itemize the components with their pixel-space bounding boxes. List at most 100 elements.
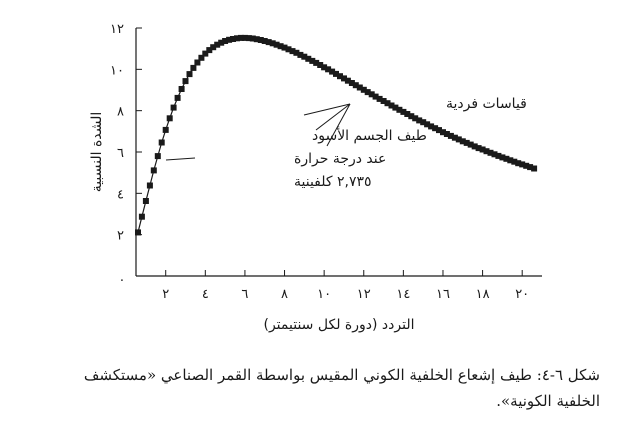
data-point: [261, 38, 268, 44]
data-point: [309, 57, 316, 64]
data-point: [483, 148, 490, 155]
data-point: [432, 125, 439, 132]
data-point: [388, 102, 395, 109]
data-point: [317, 62, 324, 68]
data-point: [408, 113, 415, 120]
data-point: [447, 132, 454, 139]
data-point: [392, 104, 399, 111]
data-point: [285, 46, 292, 53]
x-tick-label: ١٤: [396, 287, 410, 302]
chart: . ٢ ٤ ٦ ٨ ١٠ ١٢ ٢ ٤ ٦ ٨ ١٠ ١٢ ١٤ ١٦ ١٨ ٢٠ الشدة النسبية…: [89, 22, 542, 333]
data-point: [412, 115, 419, 122]
data-point: [198, 54, 205, 61]
annotation-blackbody: طيف الجسم الأسود عند درجة حرارة ٢,٧٣٥ كل…: [165, 126, 427, 190]
y-tick-label: ٢: [117, 229, 124, 244]
data-point: [364, 89, 371, 96]
data-point: [214, 41, 221, 48]
data-point: [234, 35, 240, 42]
blackbody-leader: [165, 157, 196, 161]
data-point: [531, 165, 538, 172]
data-point: [253, 36, 260, 43]
caption-line-2: الخلفية الكونية».: [496, 392, 600, 410]
data-point: [190, 64, 197, 71]
data-point: [158, 139, 165, 146]
data-point: [380, 98, 387, 104]
data-point: [218, 39, 225, 46]
y-tick-label: ٤: [117, 187, 124, 202]
data-point: [479, 146, 486, 153]
data-point: [281, 44, 288, 51]
data-point: [222, 38, 229, 44]
data-point: [400, 108, 407, 115]
x-ticks: ٢ ٤ ٦ ٨ ١٠ ١٢ ١٤ ١٦ ١٨ ٢٠: [162, 270, 529, 302]
data-point: [491, 151, 498, 158]
caption-line-1: شكل ٦-٤: طيف إشعاع الخلفية الكوني المقيس…: [83, 366, 600, 384]
data-point: [519, 161, 526, 168]
x-tick-label: ١٨: [476, 287, 490, 302]
x-tick-label: ٢: [162, 287, 169, 302]
data-point: [182, 78, 189, 85]
data-point: [241, 34, 248, 41]
data-point: [301, 53, 308, 60]
measurement-points: [135, 34, 538, 236]
data-point: [344, 77, 351, 84]
data-point: [416, 117, 423, 124]
x-tick-label: ٢٠: [515, 287, 529, 302]
data-point: [348, 80, 355, 86]
data-point: [424, 121, 431, 128]
x-tick-label: ١٢: [357, 287, 371, 302]
data-point: [206, 47, 213, 54]
data-point: [245, 35, 252, 42]
data-point: [440, 129, 446, 136]
x-tick-label: ٤: [202, 287, 209, 302]
data-point: [238, 34, 244, 41]
y-ticks: . ٢ ٤ ٦ ٨ ١٠ ١٢: [110, 22, 142, 285]
data-point: [511, 158, 518, 165]
data-point: [337, 73, 343, 80]
data-point: [202, 50, 209, 57]
plot-area: . ٢ ٤ ٦ ٨ ١٠ ١٢ ٢ ٤ ٦ ٨ ١٠ ١٢ ١٤ ١٦ ١٨ ٢٠: [110, 22, 542, 302]
x-tick-label: ١٦: [436, 287, 450, 302]
measurements-label: قياسات فردية: [446, 96, 527, 112]
data-point: [154, 153, 161, 160]
data-point: [162, 126, 169, 133]
data-point: [178, 86, 185, 92]
data-point: [463, 139, 470, 146]
data-point: [487, 149, 494, 156]
data-point: [186, 71, 193, 78]
data-point: [455, 136, 462, 143]
data-point: [527, 164, 534, 171]
blackbody-label-1: طيف الجسم الأسود: [312, 126, 427, 144]
data-point: [329, 68, 336, 75]
x-tick-label: ٦: [241, 287, 248, 302]
data-point: [230, 36, 236, 42]
x-axis-title: التردد (دورة لكل سنتيمتر): [264, 317, 415, 333]
data-point: [404, 111, 411, 117]
data-point: [333, 70, 339, 77]
data-point: [384, 100, 391, 107]
data-point: [226, 36, 233, 43]
data-point: [138, 213, 145, 220]
data-point: [372, 93, 379, 100]
data-point: [368, 91, 375, 98]
measurements-leader-2: [315, 103, 351, 131]
data-point: [523, 162, 530, 169]
data-point: [170, 104, 177, 111]
y-tick-label: .: [120, 270, 124, 285]
measurements-leader-3: [326, 103, 351, 147]
data-point: [341, 75, 347, 82]
annotation-measurements: قياسات فردية: [303, 96, 527, 147]
data-point: [150, 167, 157, 174]
y-axis-title: الشدة النسبية: [89, 112, 105, 193]
data-point: [194, 59, 201, 66]
measurements-leader-1: [303, 103, 351, 116]
data-point: [451, 134, 458, 141]
y-tick-label: ٨: [117, 105, 124, 120]
data-point: [396, 106, 403, 113]
y-tick-label: ٦: [117, 146, 124, 161]
data-point: [321, 64, 328, 71]
data-point: [471, 143, 478, 150]
data-point: [420, 119, 427, 126]
data-point: [174, 94, 181, 101]
data-point: [467, 141, 474, 148]
